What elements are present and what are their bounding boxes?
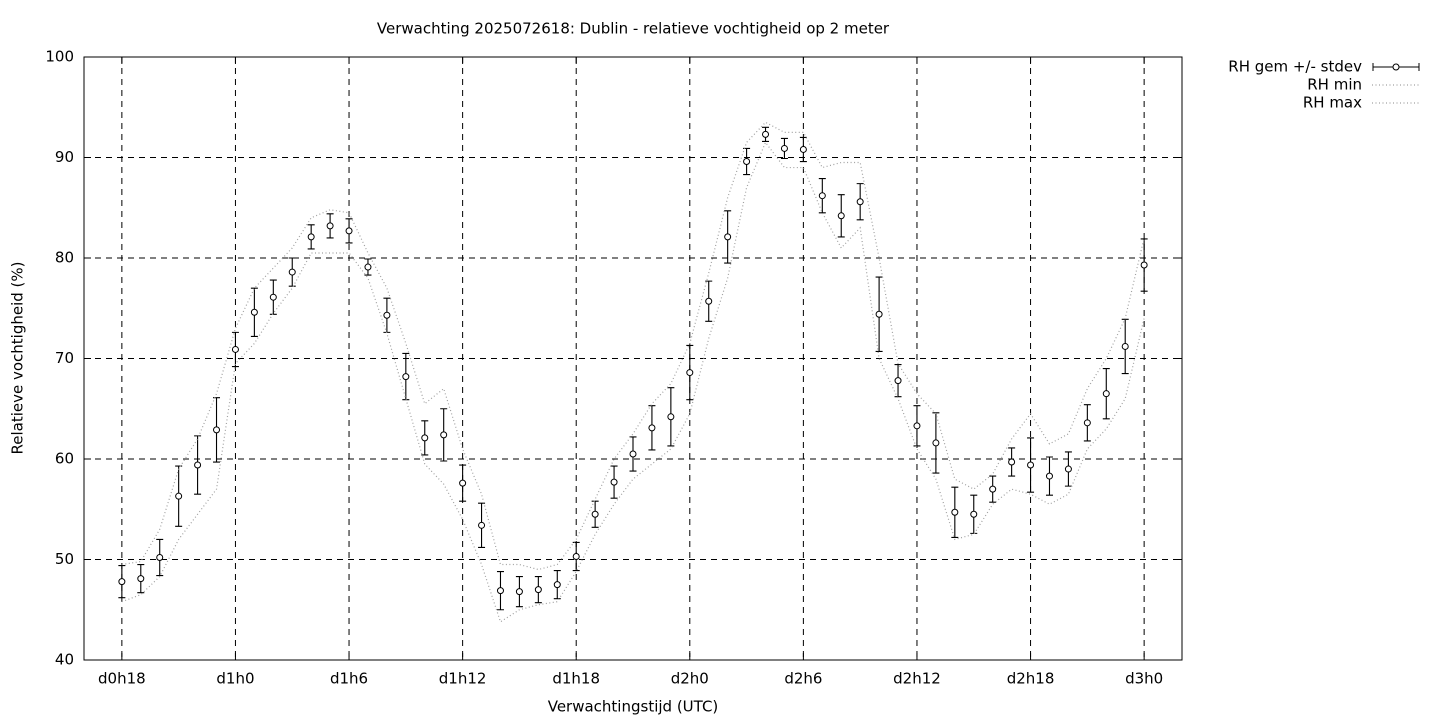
x-tick-label: d1h18	[552, 670, 600, 688]
data-point	[610, 478, 618, 486]
data-point	[705, 297, 713, 305]
data-point	[591, 510, 599, 518]
y-tick-label: 90	[55, 148, 74, 166]
x-tick-label: d2h6	[784, 670, 822, 688]
x-tick-label: d2h0	[671, 670, 709, 688]
data-point	[856, 198, 864, 206]
data-point	[515, 588, 523, 596]
data-point	[175, 492, 183, 500]
legend-label: RH max	[1303, 94, 1362, 112]
range-line	[121, 141, 1145, 623]
data-point	[250, 308, 258, 316]
data-point	[421, 434, 429, 442]
data-point	[307, 233, 315, 241]
data-point	[231, 345, 239, 353]
y-tick-label: 60	[55, 450, 74, 468]
x-tick-label: d3h0	[1125, 670, 1163, 688]
y-tick-label: 100	[45, 48, 74, 66]
y-axis-label: Relatieve vochtigheid (%)	[9, 261, 27, 454]
data-point	[1121, 342, 1129, 350]
data-point	[440, 431, 448, 439]
data-point	[875, 310, 883, 318]
data-point	[724, 233, 732, 241]
data-point	[913, 422, 921, 430]
data-point	[686, 369, 694, 377]
data-point	[364, 263, 372, 271]
y-tick-label: 70	[55, 349, 74, 367]
data-point	[118, 578, 126, 586]
plot-frame	[83, 56, 1183, 661]
data-point	[837, 212, 845, 220]
data-point	[799, 145, 807, 153]
data-point	[667, 413, 675, 421]
legend-swatch	[1392, 63, 1400, 71]
data-point	[156, 553, 164, 561]
data-point	[951, 508, 959, 516]
data-point	[402, 373, 410, 381]
data-point	[553, 581, 561, 589]
y-tick-label: 40	[55, 651, 74, 669]
y-tick-label: 50	[55, 550, 74, 568]
x-tick-label: d1h0	[216, 670, 254, 688]
chart-title: Verwachting 2025072618: Dublin - relatie…	[377, 20, 890, 38]
data-point	[288, 268, 296, 276]
data-point	[269, 293, 277, 301]
data-point	[989, 485, 997, 493]
data-point	[1064, 465, 1072, 473]
data-point	[1083, 419, 1091, 427]
x-tick-label: d1h12	[439, 670, 487, 688]
data-point	[534, 586, 542, 594]
data-point	[326, 222, 334, 230]
data-point	[762, 130, 770, 138]
x-tick-label: d1h6	[330, 670, 368, 688]
data-point	[1008, 458, 1016, 466]
legend-label: RH gem +/- stdev	[1228, 58, 1362, 76]
x-tick-label: d2h18	[1007, 670, 1055, 688]
x-tick-label: d2h12	[893, 670, 941, 688]
data-point	[970, 510, 978, 518]
data-point	[213, 426, 221, 434]
data-point	[572, 552, 580, 560]
data-point	[1045, 472, 1053, 480]
x-tick-label: d0h18	[98, 670, 146, 688]
data-point	[629, 450, 637, 458]
data-point	[818, 192, 826, 200]
data-point	[932, 439, 940, 447]
data-point	[1102, 390, 1110, 398]
y-tick-label: 80	[55, 249, 74, 267]
data-point	[496, 587, 504, 595]
data-point	[383, 311, 391, 319]
data-point	[194, 461, 202, 469]
data-point	[478, 521, 486, 529]
data-point	[1027, 461, 1035, 469]
data-point	[648, 424, 656, 432]
data-point	[345, 227, 353, 235]
data-point	[459, 479, 467, 487]
x-axis-label: Verwachtingstijd (UTC)	[548, 698, 719, 716]
data-point	[894, 377, 902, 385]
data-point	[1140, 261, 1148, 269]
range-line	[121, 121, 1145, 571]
data-point	[137, 575, 145, 583]
data-point	[780, 144, 788, 152]
legend-label: RH min	[1307, 76, 1362, 94]
data-point	[743, 158, 751, 166]
